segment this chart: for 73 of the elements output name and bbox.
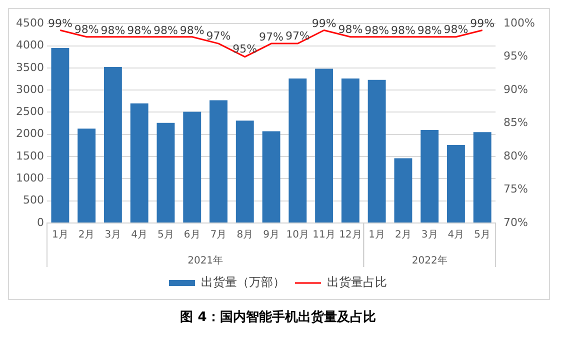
bar (288, 78, 307, 222)
x-tick-label: 2月 (78, 230, 95, 241)
y-tick-label: 0 (36, 216, 44, 229)
x-tick-label: 11月 (312, 230, 336, 241)
x-tick-label: 1月 (52, 230, 68, 241)
y-tick-label: 500 (22, 194, 44, 207)
data-label: 98% (100, 24, 126, 37)
bar (51, 48, 70, 222)
y2-tick-label: 70% (504, 216, 528, 229)
legend-label: 出货量（万部） (201, 275, 285, 290)
x-tick-label: 6月 (184, 230, 200, 241)
x-tick-label: 8月 (236, 230, 254, 241)
data-label: 98% (154, 24, 178, 37)
x-tick-label: 4月 (131, 230, 148, 241)
bar (394, 158, 412, 222)
data-label: 98% (417, 24, 442, 37)
bar (341, 78, 360, 222)
x-tick-label: 3月 (104, 230, 122, 241)
y2-tick-label: 90% (504, 82, 528, 96)
bar (78, 128, 96, 222)
x-tick-label: 5月 (474, 230, 491, 241)
data-label: 98% (444, 22, 468, 36)
y-tick-label: 3500 (16, 60, 44, 74)
y-tick-label: 2000 (16, 127, 44, 140)
data-label: 99% (48, 17, 72, 30)
x-tick-label: 3月 (421, 230, 438, 241)
x-tick-label: 5月 (158, 230, 174, 241)
data-label: 97% (285, 29, 310, 42)
x-tick-label: 12月 (339, 230, 362, 241)
y-tick-label: 3000 (16, 82, 44, 96)
x-tick-label: 1月 (368, 230, 386, 241)
data-label: 97% (259, 30, 284, 44)
text: 图 4：国内智能手机出货量及占比 (179, 308, 377, 326)
y2-tick-label: 85% (504, 116, 528, 130)
y-tick-label: 1000 (16, 172, 44, 185)
x-tick-label: 4月 (448, 230, 464, 241)
data-label: 98% (74, 22, 99, 36)
data-label: 98% (364, 24, 390, 37)
bar (447, 145, 465, 222)
x-tick-label: 7月 (210, 230, 227, 241)
bar (210, 100, 228, 222)
data-label: 98% (390, 24, 416, 37)
text: 2022年 (412, 254, 448, 267)
y-tick-label: 2500 (16, 105, 44, 118)
y-tick-label: 4500 (16, 16, 44, 30)
bar (156, 122, 175, 222)
y2-tick-label: 95% (504, 50, 528, 63)
data-label: 95% (232, 42, 258, 56)
data-label: 99% (470, 17, 495, 30)
text: 2021年 (188, 254, 224, 267)
y2-tick-label: 100% (504, 16, 536, 30)
bar (130, 103, 148, 222)
x-tick-label: 9月 (263, 230, 280, 241)
data-label: 98% (180, 24, 204, 37)
x-tick-label: 2月 (395, 230, 412, 241)
bar (368, 80, 386, 222)
y-tick-label: 4000 (16, 38, 44, 52)
bar (236, 120, 254, 222)
data-label: 97% (206, 29, 231, 42)
bar (420, 130, 439, 222)
bar (262, 131, 280, 222)
x-tick-label: 10月 (286, 230, 310, 241)
y-tick-label: 1500 (16, 149, 44, 162)
data-label: 99% (312, 17, 336, 30)
bar (473, 132, 492, 222)
data-label: 98% (338, 22, 363, 36)
y2-tick-label: 75% (504, 182, 528, 196)
data-label: 98% (127, 24, 152, 37)
y2-tick-label: 80% (504, 149, 528, 162)
bar (315, 68, 334, 222)
bar (104, 67, 122, 222)
bar (183, 112, 202, 222)
legend-label: 出货量占比 (327, 275, 387, 290)
